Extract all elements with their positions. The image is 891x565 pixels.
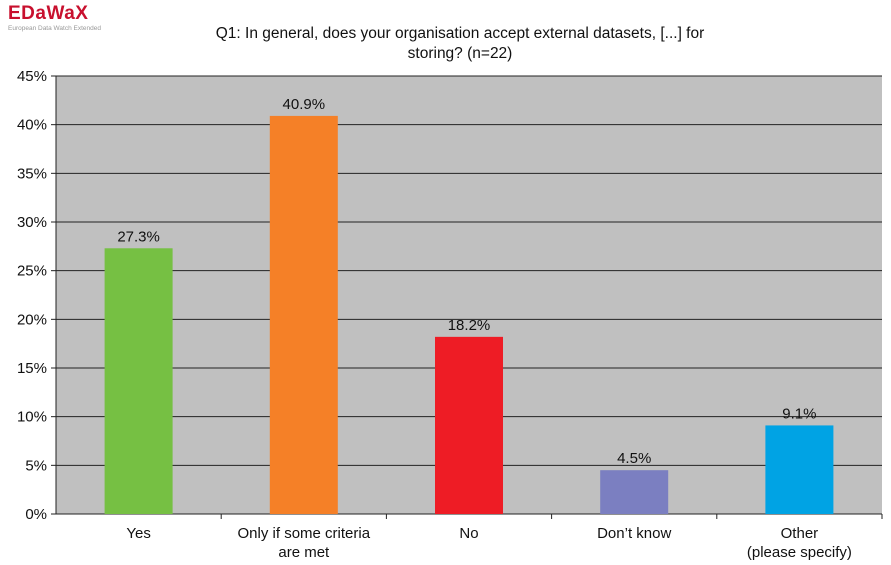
y-tick-label: 20%	[17, 311, 47, 328]
data-label: 27.3%	[117, 228, 160, 245]
bar	[600, 470, 669, 514]
y-tick-label: 15%	[17, 360, 47, 377]
chart-title: Q1: In general, does your organisation a…	[150, 24, 770, 64]
y-tick-label: 35%	[17, 165, 47, 182]
category-label: Yes	[126, 525, 150, 542]
chart-title-line-2: storing? (n=22)	[407, 45, 513, 62]
chart-title-line-1: Q1: In general, does your organisation a…	[215, 25, 705, 42]
category-label: Only if some criteria	[238, 525, 371, 542]
bar	[435, 336, 503, 514]
y-tick-label: 30%	[17, 214, 47, 231]
logo: EDaWaX European Data Watch Extended	[8, 4, 101, 33]
category-label: Don’t know	[597, 525, 671, 542]
logo-text: EDaWaX	[8, 3, 89, 24]
data-label: 40.9%	[283, 96, 326, 113]
y-tick-label: 45%	[17, 68, 47, 85]
y-tick-label: 40%	[17, 117, 47, 134]
y-tick-label: 5%	[25, 457, 47, 474]
y-tick-label: 0%	[25, 506, 47, 523]
category-label: Other	[781, 525, 819, 542]
data-label: 18.2%	[448, 317, 491, 334]
category-label: (please specify)	[747, 544, 852, 561]
logo-subtitle: European Data Watch Extended	[8, 25, 101, 32]
bar	[269, 115, 338, 514]
bar	[104, 248, 173, 514]
data-label: 4.5%	[617, 450, 651, 467]
data-label: 9.1%	[782, 405, 816, 422]
category-label: are met	[278, 544, 330, 561]
y-tick-label: 10%	[17, 409, 47, 426]
y-tick-label: 25%	[17, 263, 47, 280]
bar	[765, 425, 834, 514]
category-label: No	[459, 525, 478, 542]
